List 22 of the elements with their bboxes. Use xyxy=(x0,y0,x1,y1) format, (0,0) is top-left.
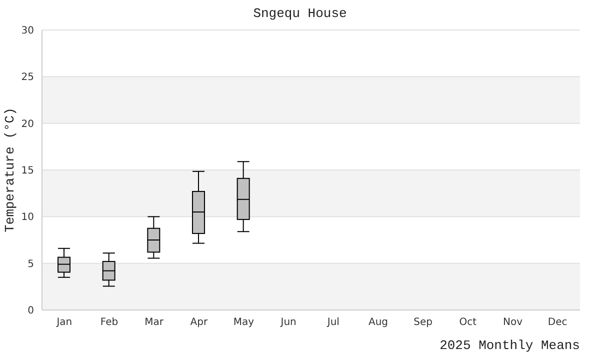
x-axis-title: 2025 Monthly Means xyxy=(440,338,580,353)
y-tick-label: 25 xyxy=(21,72,34,84)
y-tick-label: 15 xyxy=(21,166,34,177)
x-tick-label: Apr xyxy=(190,317,208,328)
x-tick-label: Aug xyxy=(368,317,388,328)
x-tick-label: Dec xyxy=(548,317,568,328)
chart-title: Sngequ House xyxy=(252,6,348,21)
y-tick-label: 30 xyxy=(21,26,34,37)
x-tick-label: Feb xyxy=(100,317,118,328)
x-tick-label: Oct xyxy=(459,317,477,328)
x-tick-label: Mar xyxy=(144,317,164,328)
x-tick-label: Jul xyxy=(326,317,340,328)
y-tick-label: 5 xyxy=(28,258,34,270)
x-tick-label: Jun xyxy=(280,317,296,328)
x-tick-label: May xyxy=(233,317,254,328)
y-axis-title: Temperature (°C) xyxy=(2,108,18,232)
x-tick-label: Jan xyxy=(56,317,72,328)
x-tick-label: Nov xyxy=(502,317,523,328)
y-tick-label: 0 xyxy=(28,306,34,317)
y-tick-label: 20 xyxy=(21,118,34,130)
x-tick-label: Sep xyxy=(414,317,433,328)
y-tick-label: 10 xyxy=(21,212,34,224)
